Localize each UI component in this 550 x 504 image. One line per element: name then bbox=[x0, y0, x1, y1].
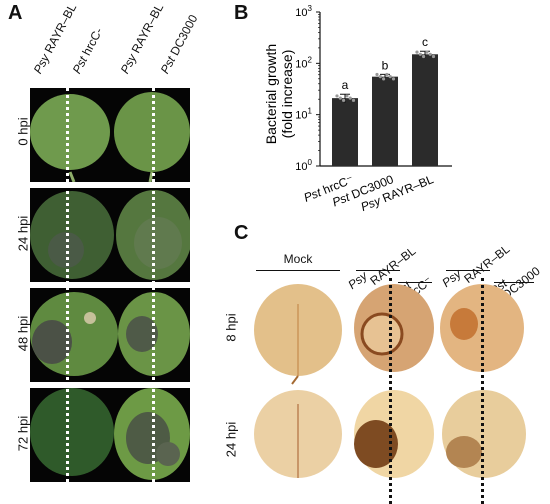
ytick-label-exp-3: 3 bbox=[308, 4, 313, 13]
datapoint-1-2 bbox=[382, 77, 386, 81]
chart-bars: a b c bbox=[332, 35, 438, 166]
datapoint-2-3 bbox=[425, 50, 429, 54]
datapoint-0-2 bbox=[342, 98, 346, 102]
ytick-label-3: 103 bbox=[295, 4, 312, 19]
datapoint-2-1 bbox=[418, 52, 422, 56]
panel-c-letter: C bbox=[234, 222, 249, 244]
ytick-label-2: 102 bbox=[295, 55, 312, 70]
leaf-photo-0hpi-svg bbox=[30, 92, 190, 182]
leaf-photo-24hpi bbox=[30, 188, 190, 282]
ytick-label-base-3: 10 bbox=[295, 7, 307, 19]
panel-c-divider-right bbox=[481, 278, 484, 504]
significance-letter-0: a bbox=[342, 78, 349, 92]
datapoint-2-4 bbox=[428, 52, 432, 56]
significance-letter-1: b bbox=[382, 58, 389, 72]
leaf-photo-72hpi-svg bbox=[30, 388, 190, 480]
datapoint-1-0 bbox=[375, 72, 379, 77]
ytick-label-exp-2: 2 bbox=[308, 55, 313, 64]
ytick-label-0: 100 bbox=[295, 158, 312, 173]
chart-ylabel-line1: Bacterial growth bbox=[263, 44, 279, 144]
datapoint-1-1 bbox=[378, 75, 382, 79]
datapoint-2-2 bbox=[422, 54, 426, 59]
bacterial-growth-chart: Bacterial growth (fold increase) 1001011… bbox=[263, 4, 452, 214]
leaf-photo-24hpi-svg bbox=[30, 190, 190, 280]
panel-c-row-label-0: 8 hpi bbox=[223, 313, 239, 342]
ytick-label-base-0: 10 bbox=[295, 161, 307, 173]
col1-strain: RAYR–BL bbox=[41, 1, 80, 56]
col3-strain: RAYR–BL bbox=[128, 1, 167, 56]
panel-a-row-label-1: 24 hpi bbox=[15, 215, 31, 252]
leaf-photo-72hpi bbox=[30, 388, 190, 482]
panel-a-divider-left bbox=[66, 88, 69, 482]
bar-0 bbox=[332, 98, 358, 166]
panel-a-col-label-2: Pst hrcC- bbox=[70, 25, 106, 76]
datapoint-0-5 bbox=[351, 98, 356, 102]
leaf-photo-0hpi bbox=[30, 88, 190, 182]
datapoint-1-4 bbox=[388, 75, 392, 79]
leaf-photo-48hpi-svg bbox=[30, 292, 190, 376]
panel-a-row-label-2: 48 hpi bbox=[15, 315, 31, 352]
panel-a-divider-right bbox=[152, 88, 155, 482]
panel-c-g3-underline-2 bbox=[494, 282, 534, 283]
panel-c-row-label-1: 24 hpi bbox=[223, 421, 239, 458]
panel-a-row-label-0: 0 hpi bbox=[15, 117, 31, 146]
bar-2 bbox=[412, 54, 438, 166]
ytick-label-exp-1: 1 bbox=[308, 107, 313, 116]
panel-c-divider-left bbox=[389, 278, 392, 504]
panel-c-mock-label: Mock bbox=[283, 252, 313, 266]
chart-ylabel-group: Bacterial growth (fold increase) bbox=[263, 44, 295, 144]
ytick-label-1: 101 bbox=[295, 107, 312, 122]
datapoint-1-5 bbox=[391, 77, 396, 81]
panel-c-g2-underline-2 bbox=[398, 282, 432, 283]
chart-ylabel-line2: (fold increase) bbox=[279, 50, 295, 139]
panel-a-row-label-3: 72 hpi bbox=[15, 415, 31, 452]
ytick-label-base-1: 10 bbox=[295, 110, 307, 122]
col4-species: Pst bbox=[157, 54, 179, 76]
datapoint-0-0 bbox=[335, 94, 339, 98]
panel-c-g3-underline-1 bbox=[446, 270, 490, 271]
col3-species: Psy bbox=[117, 51, 140, 76]
panel-c-g2-underline-1 bbox=[356, 270, 400, 271]
panel-c-mock-underline bbox=[256, 270, 340, 271]
panel-c-g3-top-strain: RAYR–BL bbox=[461, 241, 513, 286]
col2-species: Pst bbox=[69, 54, 91, 76]
significance-letter-2: c bbox=[422, 35, 428, 49]
ytick-label-exp-0: 0 bbox=[308, 158, 313, 167]
datapoint-0-3 bbox=[345, 94, 349, 98]
col4-strain: DC3000 bbox=[167, 12, 201, 58]
panel-b-letter: B bbox=[234, 2, 249, 24]
datapoint-2-5 bbox=[431, 54, 436, 59]
bar-1 bbox=[372, 76, 398, 166]
datapoint-0-4 bbox=[348, 96, 352, 100]
panel-c-leaves bbox=[254, 284, 526, 478]
col1-species: Psy bbox=[30, 51, 53, 76]
panel-a-col-label-4: Pst DC3000 bbox=[158, 12, 201, 76]
ytick-label-base-2: 10 bbox=[295, 58, 307, 70]
panel-a-letter: A bbox=[8, 2, 23, 24]
datapoint-2-0 bbox=[415, 50, 419, 54]
datapoint-1-3 bbox=[385, 72, 389, 77]
datapoint-0-1 bbox=[338, 96, 342, 100]
col2-strain: hrcC- bbox=[79, 25, 106, 58]
leaf-photo-48hpi bbox=[30, 288, 190, 382]
